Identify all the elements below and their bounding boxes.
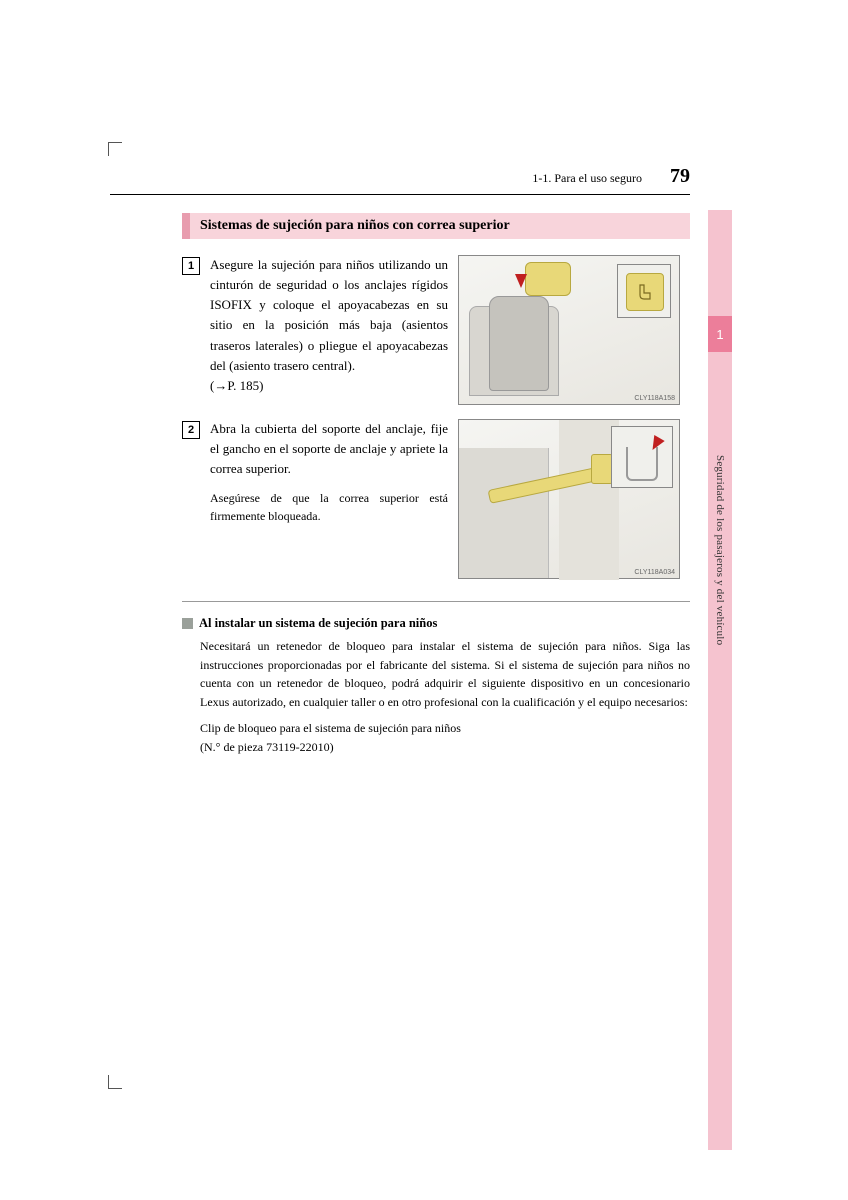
step-number-box: 1 [182, 257, 200, 275]
section-heading: Sistemas de sujeción para niños con corr… [182, 213, 690, 239]
inset-detail [611, 426, 673, 488]
child-seat-shape [489, 296, 549, 391]
body-paragraph: Necesitará un retenedor de bloqueo para … [200, 637, 690, 711]
anchor-symbol-badge [626, 273, 664, 311]
subsection-title: Al instalar un sistema de sujeción para … [199, 616, 437, 631]
chapter-number: 1 [716, 327, 723, 342]
crop-mark [108, 1075, 122, 1089]
illustration-code: CLY118A034 [634, 569, 675, 576]
square-bullet-icon [182, 618, 193, 629]
step-ref: (→P. 185) [210, 376, 448, 396]
inset-detail [617, 264, 671, 318]
body-paragraph: Clip de bloqueo para el sistema de sujec… [200, 719, 690, 738]
header-rule [110, 194, 690, 195]
step-body: Abra la cubierta del soporte del anclaje… [210, 421, 448, 476]
step-text: Abra la cubierta del soporte del anclaje… [210, 419, 448, 525]
step-note: Asegúrese de que la correa superior está… [210, 489, 448, 525]
step-block: 2 Abra la cubierta del soporte del ancla… [182, 419, 690, 579]
step-body: Asegure la sujeción para niños utilizand… [210, 257, 448, 373]
section-reference: 1-1. Para el uso seguro [532, 171, 642, 186]
crop-mark [108, 142, 122, 156]
section-divider [182, 601, 690, 602]
chapter-label-text: Seguridad de los pasajeros y del vehícul… [714, 455, 726, 645]
subsection-header: Al instalar un sistema de sujeción para … [182, 616, 690, 631]
illustration-code: CLY118A158 [634, 395, 675, 402]
illustration: CLY118A034 [458, 419, 680, 579]
step-block: 1 Asegure la sujeción para niños utiliza… [182, 255, 690, 405]
body-paragraph: (N.° de pieza 73119-22010) [200, 738, 690, 757]
illustration: CLY118A158 [458, 255, 680, 405]
chapter-side-label: Seguridad de los pasajeros y del vehícul… [708, 380, 732, 720]
pillar-shape [559, 420, 619, 580]
anchor-bracket-shape [626, 447, 658, 481]
anchor-cover-highlight [591, 454, 613, 484]
step-number: 1 [188, 260, 194, 272]
step-text: Asegure la sujeción para niños utilizand… [210, 255, 448, 396]
arrow-down-icon [515, 274, 527, 288]
step-number-box: 2 [182, 421, 200, 439]
child-seat-icon [634, 281, 656, 303]
page-number: 79 [670, 165, 690, 188]
page-header: 1-1. Para el uso seguro 79 [110, 165, 690, 188]
seat-back-shape [459, 448, 549, 578]
headrest-highlight [525, 262, 571, 296]
chapter-number-badge: 1 [708, 316, 732, 352]
page-content: 1-1. Para el uso seguro 79 Sistemas de s… [110, 165, 690, 765]
step-number: 2 [188, 424, 194, 436]
